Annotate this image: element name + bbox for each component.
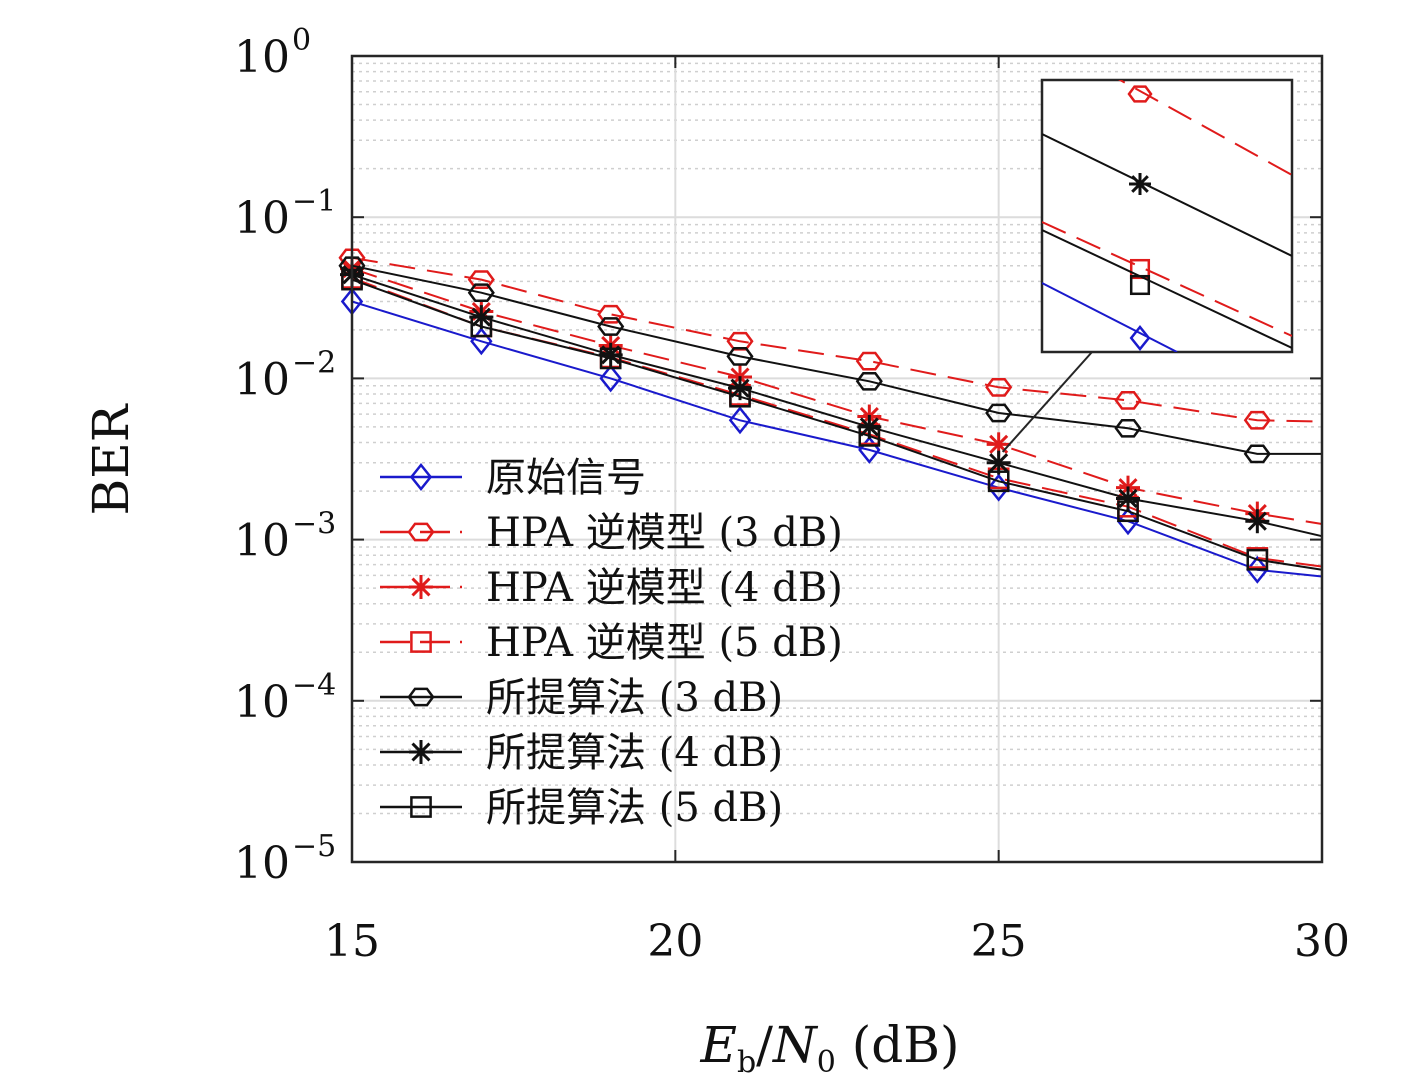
data-point	[599, 364, 622, 393]
y-tick-exponent: 0	[292, 23, 311, 58]
inset-line	[1042, 133, 1292, 257]
data-point	[1243, 444, 1271, 464]
legend-item-0: 原始信号	[380, 455, 646, 501]
data-point	[1246, 555, 1269, 584]
legend-item-3: HPA 逆模型 (5 dB)	[380, 620, 843, 666]
legend-item-4: 所提算法 (3 dB)	[380, 675, 783, 721]
y-tick-label: 10	[234, 677, 290, 728]
inset-point	[1129, 324, 1151, 352]
y-tick-exponent: −2	[292, 345, 336, 380]
x-tick-label: 30	[1294, 916, 1350, 967]
legend-marker	[410, 631, 432, 653]
data-point	[728, 406, 752, 435]
legend-label: 原始信号	[486, 455, 646, 501]
data-point	[338, 248, 366, 268]
series-line	[351, 264, 1322, 455]
data-point	[1243, 410, 1271, 430]
data-point	[855, 351, 883, 371]
x-tick-label: 15	[324, 916, 380, 967]
y-tick-exponent: −1	[292, 184, 336, 219]
y-tick-exponent: −3	[292, 507, 336, 542]
data-point	[467, 270, 495, 289]
data-point	[1114, 391, 1142, 410]
data-point	[855, 371, 883, 391]
plot-series	[338, 248, 1323, 584]
legend-label: HPA 逆模型 (3 dB)	[486, 510, 843, 556]
legend-marker	[407, 522, 435, 542]
data-point	[985, 403, 1013, 423]
legend-label: 所提算法 (3 dB)	[486, 675, 783, 721]
legend-marker	[410, 796, 432, 818]
inset-point	[1129, 274, 1151, 296]
legend-marker	[409, 575, 433, 599]
inset-point	[1129, 258, 1151, 280]
y-axis-label: BER	[82, 403, 140, 515]
inset-zoom	[1001, 78, 1294, 453]
data-point	[1114, 418, 1142, 438]
data-point	[599, 347, 622, 370]
legend: 原始信号 HPA 逆模型 (3 dB) HPA 逆模型 (4 dB) HPA 逆模型 …	[380, 455, 843, 831]
grid	[351, 55, 1323, 863]
legend-label: 所提算法 (4 dB)	[486, 730, 783, 776]
legend-marker	[409, 462, 433, 492]
data-point	[985, 377, 1013, 397]
y-tick-label: 10	[234, 838, 290, 889]
legend-marker	[407, 687, 435, 707]
y-tick-label: 10	[234, 516, 290, 567]
legend-label: HPA 逆模型 (5 dB)	[486, 620, 843, 666]
series-line	[351, 278, 1323, 571]
inset-point	[1127, 85, 1153, 103]
data-point	[987, 470, 1010, 493]
legend-label: HPA 逆模型 (4 dB)	[486, 565, 843, 611]
y-tick-label: 10	[234, 354, 290, 405]
y-tick-exponent: −4	[292, 668, 336, 703]
legend-marker	[409, 740, 433, 764]
y-tick-exponent: −5	[292, 829, 336, 864]
data-point	[597, 304, 625, 324]
data-point	[1246, 548, 1269, 571]
x-tick-label: 25	[971, 916, 1027, 967]
data-point	[1116, 486, 1140, 511]
y-tick-label: 10	[234, 32, 290, 83]
legend-item-6: 所提算法 (5 dB)	[380, 785, 783, 831]
data-point	[470, 315, 493, 338]
x-tick-label: 20	[647, 916, 703, 967]
series-line	[351, 300, 1323, 578]
inset-point	[1129, 173, 1151, 195]
series-line	[351, 256, 1323, 423]
data-point	[726, 347, 754, 366]
plot-area-frame	[350, 54, 1324, 864]
legend-item-5: 所提算法 (4 dB)	[380, 730, 783, 776]
legend-item-2: HPA 逆模型 (4 dB)	[380, 565, 843, 611]
inset-line	[1042, 221, 1292, 337]
data-point	[467, 283, 495, 303]
data-point	[597, 317, 625, 336]
inset-line	[1042, 282, 1178, 352]
data-point	[1117, 500, 1139, 523]
legend-item-1: HPA 逆模型 (3 dB)	[380, 510, 843, 556]
x-axis-label: Eb/N0 (dB)	[699, 1016, 959, 1080]
inset-line	[1042, 229, 1292, 349]
y-tick-label: 10	[234, 193, 290, 244]
inset-frame	[1040, 78, 1294, 354]
data-point	[729, 385, 751, 408]
inset-pointer-line	[1001, 351, 1093, 453]
legend-label: 所提算法 (5 dB)	[486, 785, 783, 831]
inset-curves	[1042, 80, 1292, 352]
data-point	[858, 425, 881, 447]
data-point	[1245, 509, 1270, 534]
